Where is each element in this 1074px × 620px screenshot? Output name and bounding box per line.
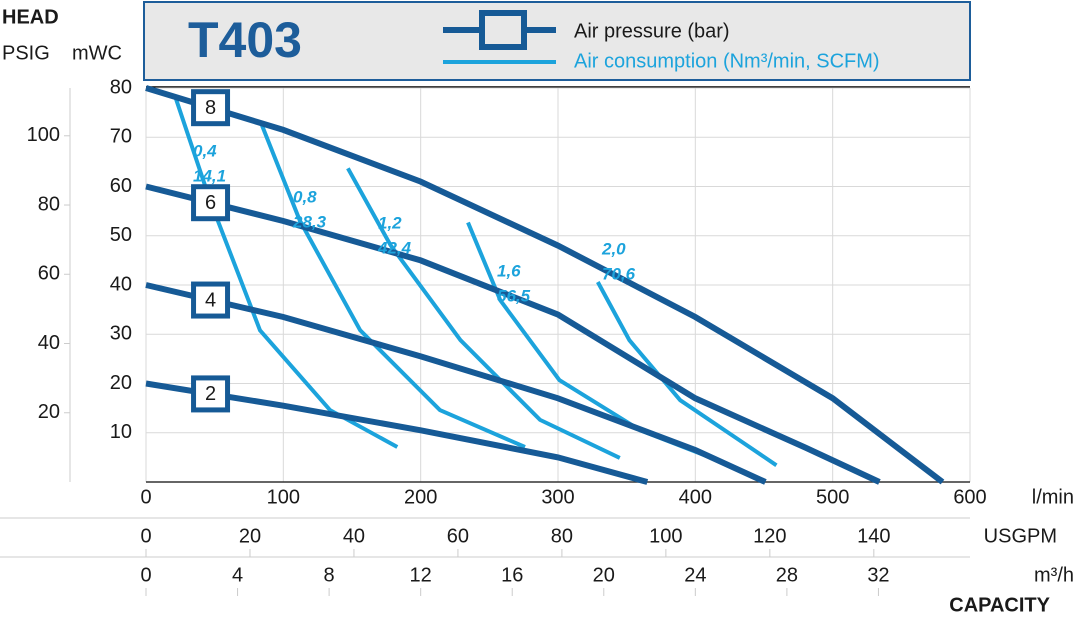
x-tick-label: 120 <box>753 525 786 547</box>
x-tick-label: 32 <box>867 564 889 586</box>
x-tick-label: 20 <box>239 525 261 547</box>
pressure-label: 2 <box>205 383 216 405</box>
legend-consumption: Air consumption (Nm³/min, SCFM) <box>574 50 880 72</box>
psig-tick-label: 80 <box>38 193 60 215</box>
x-tick-label: 8 <box>324 564 335 586</box>
consumption-scfm-label: 42,4 <box>377 238 412 257</box>
x-tick-label: 100 <box>267 486 300 508</box>
x-tick-label: 0 <box>140 564 151 586</box>
consumption-scfm-label: 14,1 <box>193 166 226 185</box>
x-tick-label: 0 <box>140 486 151 508</box>
consumption-scfm-label: 56,5 <box>497 286 531 305</box>
pressure-label: 6 <box>205 192 216 214</box>
psig-tick-label: 20 <box>38 401 60 423</box>
head-label: HEAD <box>2 6 59 28</box>
consumption-line <box>346 167 621 460</box>
y-tick-label: 70 <box>110 126 132 148</box>
pressure-line <box>145 380 649 485</box>
x-tick-label: 12 <box>410 564 432 586</box>
x-tick-label: 400 <box>679 486 712 508</box>
x-tick-label: 500 <box>816 486 849 508</box>
x-tick-label: 60 <box>447 525 469 547</box>
psig-tick-label: 100 <box>27 124 60 146</box>
x-tick-label: 80 <box>551 525 573 547</box>
x2-axis-label: USGPM <box>984 525 1057 547</box>
legend-pressure-marker <box>479 10 527 50</box>
pressure-label: 4 <box>205 289 216 311</box>
consumption-line <box>260 124 526 449</box>
mwc-label: mWC <box>72 42 122 64</box>
header-box <box>143 1 971 81</box>
y-tick-label: 20 <box>110 372 132 394</box>
consumption-scfm-label: 28,3 <box>292 212 327 231</box>
consumption-line <box>596 281 778 467</box>
consumption-label: 2,0 <box>601 239 626 258</box>
y-tick-label: 60 <box>110 175 132 197</box>
x-tick-label: 600 <box>953 486 986 508</box>
consumption-line <box>172 94 399 449</box>
legend-pressure: Air pressure (bar) <box>574 20 730 42</box>
x-tick-label: 100 <box>649 525 682 547</box>
x-tick-label: 200 <box>404 486 437 508</box>
consumption-line <box>466 221 723 464</box>
x-tick-label: 300 <box>541 486 574 508</box>
x-tick-label: 40 <box>343 525 365 547</box>
y-tick-label: 10 <box>110 421 132 443</box>
consumption-scfm-label: 70,6 <box>602 264 636 283</box>
pressure-label-box <box>191 89 231 127</box>
x-tick-label: 24 <box>684 564 706 586</box>
x-tick-label: 140 <box>857 525 890 547</box>
y-tick-label: 40 <box>110 273 132 295</box>
pressure-line <box>145 85 945 485</box>
pressure-label-box <box>191 281 231 319</box>
chart-title: T403 <box>188 12 302 68</box>
y-tick-label: 80 <box>110 76 132 98</box>
capacity-label: CAPACITY <box>949 594 1050 616</box>
pressure-label-box <box>191 375 231 413</box>
x-axis-label: l/min <box>1032 486 1074 508</box>
x-tick-label: 0 <box>140 525 151 547</box>
x-tick-label: 4 <box>232 564 243 586</box>
psig-label: PSIG <box>2 42 50 64</box>
pressure-label: 8 <box>205 97 216 119</box>
x-tick-label: 16 <box>501 564 523 586</box>
consumption-label: 0,4 <box>193 141 217 160</box>
psig-tick-label: 60 <box>38 263 60 285</box>
x-tick-label: 20 <box>593 564 615 586</box>
consumption-label: 1,2 <box>378 213 402 232</box>
consumption-label: 0,8 <box>293 187 317 206</box>
x-tick-label: 28 <box>776 564 798 586</box>
pressure-label-box <box>191 184 231 222</box>
y-tick-label: 50 <box>110 224 132 246</box>
consumption-label: 1,6 <box>497 261 521 280</box>
pressure-line <box>145 183 881 485</box>
y-tick-label: 30 <box>110 323 132 345</box>
x3-axis-label: m³/h <box>1034 564 1074 586</box>
psig-tick-label: 40 <box>38 332 60 354</box>
pressure-line <box>145 282 767 485</box>
